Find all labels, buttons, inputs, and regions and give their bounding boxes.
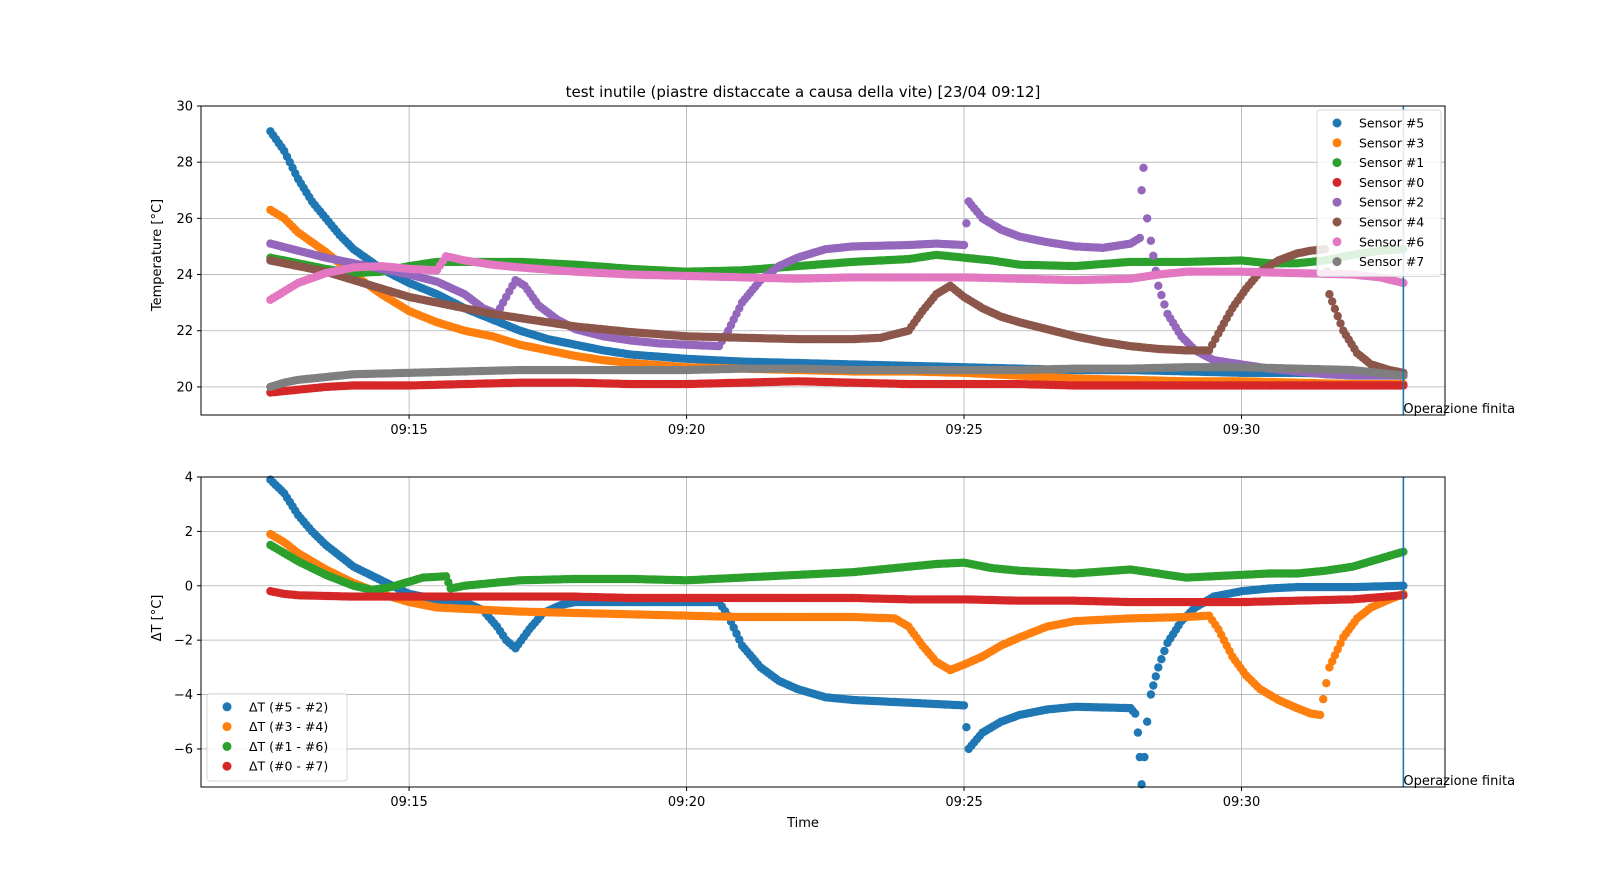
- series-4: [266, 377, 1408, 397]
- y-tick-label: 26: [176, 212, 193, 227]
- data-point: [1146, 236, 1156, 245]
- x-axis-label: Time: [786, 816, 819, 831]
- temperature-panel: test inutile (piastre distaccate a causa…: [150, 83, 1515, 438]
- data-point: [1160, 300, 1169, 309]
- data-point: [1333, 311, 1342, 321]
- data-point: [1315, 710, 1325, 720]
- legend-label: Sensor #1: [1359, 155, 1424, 170]
- legend-marker: [1332, 217, 1342, 227]
- legend-marker: [1332, 138, 1342, 148]
- legend-marker: [1332, 257, 1342, 267]
- x-tick-label: 09:25: [945, 423, 982, 438]
- data-point: [959, 240, 969, 250]
- y-tick-label: 22: [176, 324, 193, 339]
- x-tick-label: 09:30: [1223, 423, 1260, 438]
- data-point: [1322, 679, 1331, 688]
- data-point: [1140, 752, 1149, 762]
- data-point: [1325, 290, 1334, 299]
- legend: Sensor #5 Sensor #3 Sensor #1 Sensor #0 Sens…: [1316, 109, 1442, 277]
- legend-label: Sensor #0: [1359, 175, 1424, 190]
- data-point: [1154, 663, 1163, 672]
- legend-marker: [1332, 158, 1342, 168]
- legend-label: Sensor #2: [1359, 195, 1424, 210]
- chart-title: test inutile (piastre distaccate a causa…: [566, 83, 1041, 101]
- data-point: [1157, 290, 1166, 300]
- data-point: [959, 701, 969, 710]
- legend-label: Sensor #3: [1359, 135, 1424, 150]
- data-point: [1330, 304, 1340, 313]
- y-tick-label: 24: [176, 268, 193, 283]
- y-tick-label: 28: [176, 156, 193, 171]
- legend-label: Sensor #6: [1359, 234, 1424, 249]
- data-point: [1160, 646, 1169, 656]
- legend-label: Sensor #4: [1359, 215, 1424, 230]
- y-tick-label: 20: [176, 380, 193, 395]
- x-tick-label: 09:15: [390, 423, 427, 438]
- data-point: [1157, 655, 1166, 664]
- data-point: [1143, 214, 1152, 223]
- data-point: [1336, 319, 1345, 328]
- y-axis-label: Temperature [°C]: [150, 199, 165, 312]
- data-point: [962, 723, 971, 732]
- legend-marker: [1332, 237, 1342, 247]
- data-point: [1319, 694, 1328, 704]
- data-point: [1139, 163, 1148, 172]
- data-point: [1154, 281, 1163, 290]
- legend-label: Sensor #7: [1359, 254, 1424, 269]
- data-point: [1137, 186, 1146, 195]
- data-point: [1131, 709, 1140, 718]
- data-point: [962, 219, 971, 228]
- data-point: [1328, 297, 1337, 306]
- data-point: [1143, 717, 1152, 726]
- legend-label: Sensor #5: [1359, 116, 1424, 131]
- data-point: [1133, 728, 1143, 737]
- legend-marker: [1332, 118, 1342, 128]
- y-tick-label: 30: [176, 100, 193, 115]
- x-tick-label: 09:20: [668, 423, 705, 438]
- data-point: [1135, 233, 1145, 243]
- data-point: [1149, 251, 1158, 260]
- data-point: [1151, 672, 1161, 681]
- series-layer: [266, 127, 1408, 397]
- legend-marker: [1332, 197, 1342, 207]
- y-axis-label: ΔT [°C]: [150, 595, 165, 642]
- data-point: [1149, 681, 1158, 690]
- data-point: [1146, 690, 1156, 699]
- legend-marker: [1332, 177, 1342, 187]
